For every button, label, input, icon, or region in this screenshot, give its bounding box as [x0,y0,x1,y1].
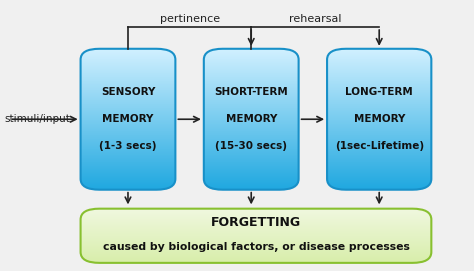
Text: MEMORY: MEMORY [226,114,277,124]
Text: FORGETTING: FORGETTING [211,216,301,229]
Text: MEMORY: MEMORY [102,114,154,124]
Text: LONG-TERM: LONG-TERM [346,87,413,97]
Text: stimuli/input: stimuli/input [5,114,71,124]
Text: SENSORY: SENSORY [101,87,155,97]
Text: (15-30 secs): (15-30 secs) [215,141,287,151]
Text: rehearsal: rehearsal [289,14,341,24]
Text: SHORT-TERM: SHORT-TERM [214,87,288,97]
Text: (1-3 secs): (1-3 secs) [99,141,157,151]
Text: caused by biological factors, or disease processes: caused by biological factors, or disease… [102,242,410,251]
Text: pertinence: pertinence [160,14,219,24]
Text: MEMORY: MEMORY [354,114,405,124]
Text: (1sec-Lifetime): (1sec-Lifetime) [335,141,424,151]
